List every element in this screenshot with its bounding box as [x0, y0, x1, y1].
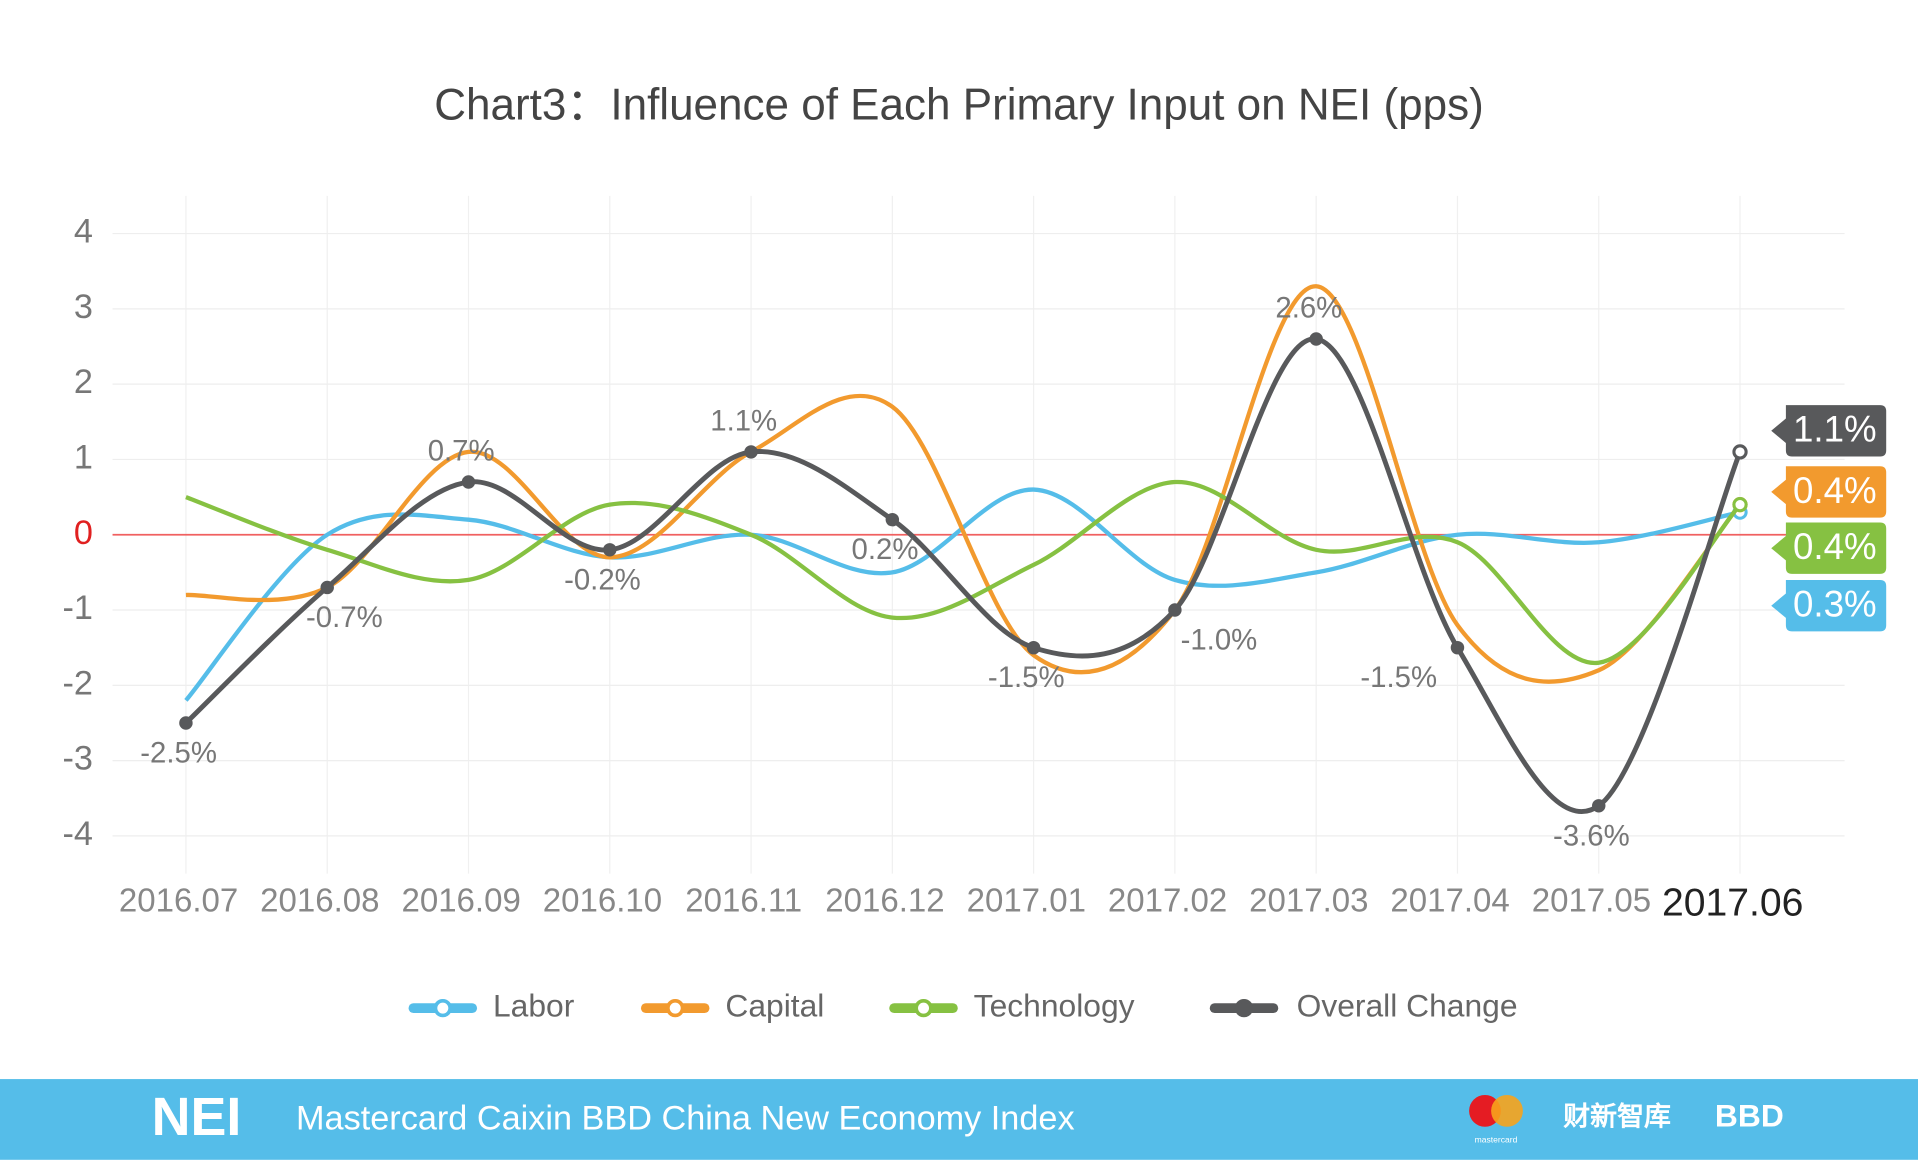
x-tick-label: 2017.02: [1108, 882, 1227, 919]
series-line: [185, 284, 1742, 684]
data-point: [744, 445, 758, 459]
data-point: [1168, 603, 1182, 617]
data-point: [1450, 640, 1465, 655]
series-line: [185, 479, 1742, 665]
x-tick-label: 2017.05: [1532, 882, 1651, 919]
data-label: -1.5%: [988, 661, 1065, 694]
x-tick-label: 2017.01: [967, 882, 1086, 919]
legend-label: Technology: [974, 988, 1135, 1024]
data-label: 2.6%: [1275, 291, 1342, 324]
data-point: [885, 512, 900, 527]
chart-title: Chart3：Influence of Each Primary Input o…: [434, 80, 1484, 129]
end-label-tag: [1771, 522, 1887, 574]
y-tick-label: 0: [74, 514, 93, 552]
mastercard-circle: [1491, 1094, 1523, 1127]
legend-label: Capital: [725, 988, 824, 1024]
footer-logo: mastercard: [1475, 1134, 1518, 1144]
end-label-tag: [1771, 580, 1887, 632]
data-point: [179, 716, 193, 730]
legend-marker: [1234, 998, 1254, 1018]
x-tick-label: 2017.04: [1390, 882, 1509, 919]
data-label: -3.6%: [1553, 819, 1630, 852]
data-point: [1592, 799, 1606, 813]
data-label: -0.7%: [306, 601, 383, 634]
y-tick-label: 4: [74, 213, 93, 251]
mastercard-circle: [1469, 1094, 1501, 1127]
data-label: 1.1%: [710, 404, 777, 437]
y-tick-label: 3: [74, 288, 93, 326]
x-tick-label: 2016.08: [260, 882, 379, 919]
data-label: -1.0%: [1181, 624, 1258, 657]
footer-logo: BBD: [1715, 1098, 1784, 1134]
data-label: -0.2%: [564, 563, 641, 596]
x-tick-label: 2016.10: [543, 882, 662, 919]
data-label: 0.2%: [852, 533, 919, 566]
y-tick-label: -4: [62, 815, 92, 853]
footer-brand: NEI: [152, 1087, 242, 1147]
legend-marker: [666, 998, 685, 1018]
legend-label: Overall Change: [1297, 988, 1518, 1024]
data-point: [461, 475, 476, 489]
data-point: [1732, 496, 1748, 513]
x-tick-label: 2017.03: [1249, 882, 1368, 919]
data-label: -2.5%: [140, 737, 217, 770]
end-value-label: 0.4%: [1793, 526, 1877, 567]
end-label-tag: [1771, 466, 1887, 518]
data-point: [1309, 332, 1323, 346]
end-value-label: 1.1%: [1793, 409, 1877, 450]
data-label: -1.5%: [1360, 661, 1437, 694]
footer-text: Mastercard Caixin BBD China New Economy …: [296, 1100, 1075, 1138]
x-tick-label: 2016.09: [401, 882, 520, 919]
x-tick-label: 2017.06: [1662, 882, 1803, 925]
x-tick-label: 2016.07: [119, 882, 238, 919]
y-tick-label: 1: [74, 438, 93, 476]
y-tick-label: -2: [62, 664, 92, 702]
end-value-label: 0.4%: [1793, 470, 1877, 511]
legend-marker: [914, 998, 933, 1018]
data-point: [1026, 640, 1041, 655]
footer-logo: 财新智库: [1563, 1100, 1671, 1131]
legend-marker: [433, 998, 452, 1018]
end-label-tag: [1771, 405, 1887, 457]
data-point: [1732, 444, 1748, 460]
footer-bar: [0, 1079, 1918, 1160]
x-tick-label: 2016.11: [685, 882, 802, 919]
data-point: [320, 580, 334, 595]
y-tick-label: -3: [62, 740, 92, 778]
data-label: 0.7%: [428, 434, 495, 467]
series-line: [184, 487, 1741, 702]
y-tick-label: 2: [74, 363, 93, 401]
end-value-label: 0.3%: [1793, 584, 1877, 625]
x-tick-label: 2016.12: [825, 882, 944, 919]
legend-label: Labor: [493, 988, 575, 1024]
data-point: [603, 543, 617, 557]
y-tick-label: -1: [62, 589, 92, 627]
